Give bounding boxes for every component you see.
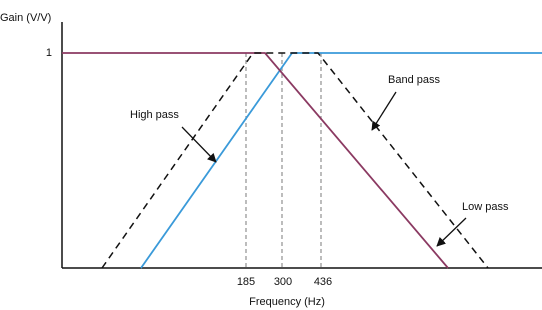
annotation: Low pass (462, 201, 509, 213)
y-axis-label: Gain (V/V) (0, 12, 51, 24)
annotation-arrow (436, 217, 467, 247)
x-axis-label: Frequency (Hz) (249, 296, 325, 308)
y-tick-label: 1 (46, 47, 52, 59)
x-tick-label: 185 (237, 276, 255, 288)
x-tick-label: 300 (274, 276, 292, 288)
annotation-arrow (181, 126, 217, 163)
low-pass-curve (62, 52, 449, 269)
annotation-arrow (371, 91, 397, 131)
annotation: High pass (130, 109, 179, 121)
x-tick-label: 436 (314, 276, 332, 288)
high-pass-curve (140, 52, 542, 269)
annotation: Band pass (388, 74, 440, 86)
